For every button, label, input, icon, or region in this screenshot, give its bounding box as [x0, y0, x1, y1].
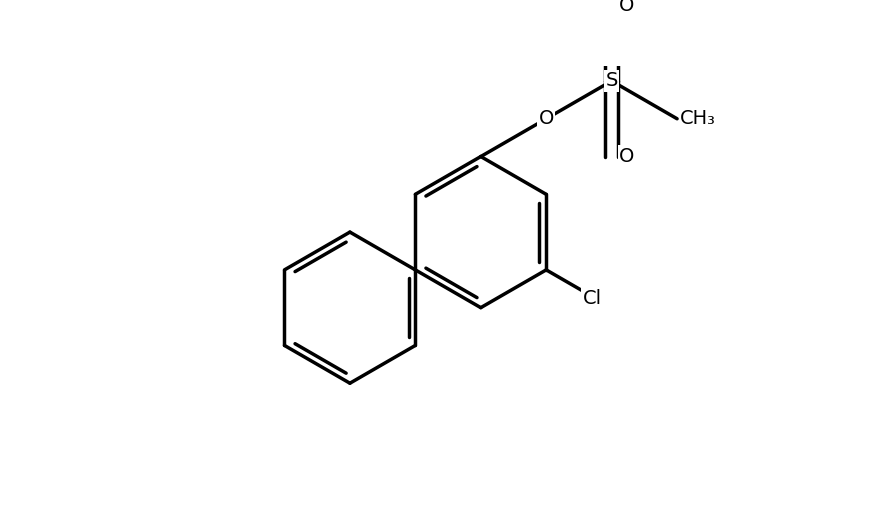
Text: O: O: [619, 147, 634, 166]
Text: S: S: [605, 72, 618, 90]
Text: O: O: [539, 109, 554, 128]
Text: O: O: [619, 0, 634, 15]
Text: CH₃: CH₃: [680, 109, 716, 128]
Text: Cl: Cl: [583, 289, 602, 307]
